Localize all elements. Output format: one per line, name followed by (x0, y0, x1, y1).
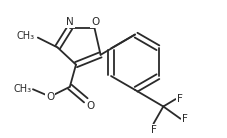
Text: CH₃: CH₃ (14, 84, 32, 94)
Text: O: O (46, 92, 54, 102)
Text: N: N (66, 17, 74, 27)
Text: F: F (182, 114, 188, 124)
Text: O: O (91, 17, 99, 27)
Text: O: O (86, 101, 95, 111)
Text: CH₃: CH₃ (17, 31, 35, 41)
Text: F: F (151, 125, 156, 135)
Text: F: F (177, 94, 183, 104)
